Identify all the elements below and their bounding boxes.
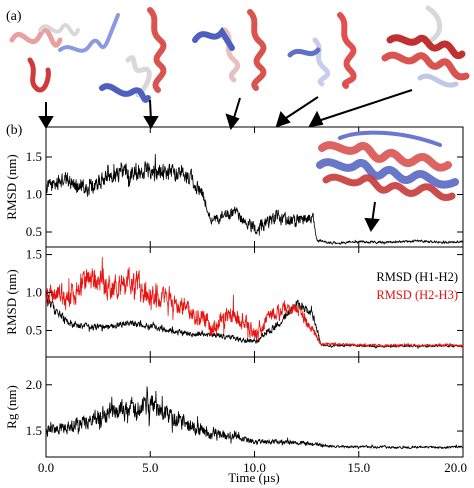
bottom-ytick-label-0: 1.5 — [26, 423, 42, 438]
middle-ytick-label-0: 0.5 — [26, 322, 42, 337]
xtick-label-4: 20.0 — [444, 460, 467, 475]
bottom-series-0-line — [45, 386, 464, 450]
bottom-plot-frame — [45, 356, 464, 458]
bottom-ytick-label-1: 2.0 — [26, 377, 42, 392]
top-ylabel: RMSD (nm) — [4, 154, 19, 219]
bottom-plot-series — [45, 386, 464, 450]
inset-arrow — [364, 201, 380, 233]
legend-entry-black: RMSD (H1-H2) — [376, 270, 458, 284]
top-ytick-label-0: 0.5 — [26, 224, 42, 239]
top-plot-series — [45, 153, 464, 245]
top-series-0-line — [45, 153, 464, 245]
bottom-ylabel: Rg (nm) — [4, 385, 19, 429]
snapshot-arrows — [38, 89, 413, 131]
middle-plot-ticks: 0.5 1.0 1.5 — [26, 247, 464, 357]
structure-snapshot-1 — [9, 13, 120, 93]
inset-structure — [316, 130, 459, 201]
top-plot-ticks: 0.5 1.0 1.5 — [26, 127, 464, 247]
xtick-label-2: 10.0 — [243, 460, 266, 475]
middle-series-1-line — [45, 256, 464, 349]
panel-label-b: (b) — [6, 123, 23, 138]
panel-label-a: (a) — [6, 9, 22, 24]
structure-snapshot-3 — [192, 9, 267, 91]
top-ytick-label-1: 1.0 — [26, 187, 42, 202]
x-axis-title: Time (µs) — [228, 470, 279, 485]
bottom-plot-ticks: 1.5 2.0 0.0 5.0 10.0 15.0 20.0 — [26, 357, 467, 475]
structure-snapshot-4 — [287, 12, 357, 89]
middle-ylabel: RMSD (nm) — [4, 269, 19, 334]
structure-snapshot-2 — [99, 7, 167, 103]
middle-ytick-label-1: 1.0 — [26, 285, 42, 300]
xtick-label-3: 15.0 — [347, 460, 370, 475]
legend: RMSD (H1-H2) RMSD (H2-H3) — [376, 270, 458, 302]
middle-series-0-line — [45, 294, 464, 349]
legend-entry-red: RMSD (H2-H3) — [376, 288, 458, 302]
top-ytick-label-2: 1.5 — [26, 149, 42, 164]
middle-plot-series — [45, 256, 464, 349]
structure-snapshot-5 — [381, 5, 470, 88]
xtick-label-1: 5.0 — [142, 460, 158, 475]
middle-ytick-label-2: 1.5 — [26, 247, 42, 262]
xtick-label-0: 0.0 — [38, 460, 54, 475]
